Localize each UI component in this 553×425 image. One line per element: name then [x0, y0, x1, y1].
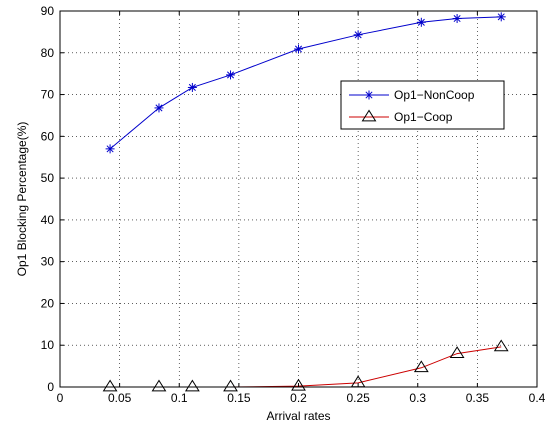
data-point [413, 360, 429, 373]
legend-marker [361, 109, 377, 122]
data-point [449, 346, 465, 358]
y-tick-label: 0 [47, 380, 54, 394]
y-tick-label: 80 [41, 46, 55, 60]
x-tick-label: 0.15 [227, 391, 251, 405]
series-1 [105, 12, 506, 154]
data-point [105, 144, 115, 154]
legend-label: Op1−NonCoop [394, 88, 475, 102]
y-tick-label: 60 [41, 129, 55, 143]
data-point [416, 17, 426, 27]
series-line [110, 346, 502, 388]
legend-item-2: Op1−Coop [349, 109, 453, 124]
data-point [353, 30, 363, 40]
data-point [294, 44, 303, 54]
data-point [184, 379, 200, 392]
y-tick-label: 30 [41, 255, 55, 269]
x-tick-label: 0.05 [108, 391, 132, 405]
y-tick-label: 40 [41, 213, 55, 227]
legend-label: Op1−Coop [394, 110, 453, 124]
axis-ticks: 0 0.05 0.1 0.15 0.2 0.25 0.3 0.35 0.4 0 10 20 30 40 50… [41, 4, 546, 405]
data-point [223, 379, 238, 392]
x-tick-label: 0.3 [409, 391, 426, 405]
legend-marker [364, 90, 374, 100]
data-point [452, 14, 462, 24]
x-tick-label: 0.2 [290, 391, 307, 405]
data-point [151, 379, 167, 392]
x-axis-label: Arrival rates [266, 409, 330, 423]
x-tick-label: 0 [57, 391, 64, 405]
data-point [154, 103, 164, 113]
y-tick-label: 90 [41, 4, 55, 18]
x-tick-label: 0.1 [171, 391, 188, 405]
y-axis-label: Op1 Blocking Percentage(%) [15, 122, 29, 277]
x-tick-label: 0.25 [346, 391, 370, 405]
data-point [187, 82, 197, 92]
data-point [226, 70, 236, 80]
y-tick-label: 10 [41, 338, 55, 352]
x-tick-label: 0.4 [529, 391, 546, 405]
data-point [102, 379, 118, 392]
y-tick-label: 70 [41, 88, 55, 102]
data-point [496, 12, 506, 22]
series-layer [102, 12, 509, 392]
grid [60, 11, 537, 387]
data-point [291, 378, 306, 391]
y-tick-label: 50 [41, 171, 55, 185]
legend: Op1−NonCoop Op1−Coop [340, 80, 505, 130]
legend-item-1: Op1−NonCoop [349, 88, 475, 102]
series-2 [102, 339, 509, 392]
x-tick-label: 0.35 [466, 391, 490, 405]
data-point [493, 339, 509, 352]
y-tick-label: 20 [41, 296, 55, 310]
